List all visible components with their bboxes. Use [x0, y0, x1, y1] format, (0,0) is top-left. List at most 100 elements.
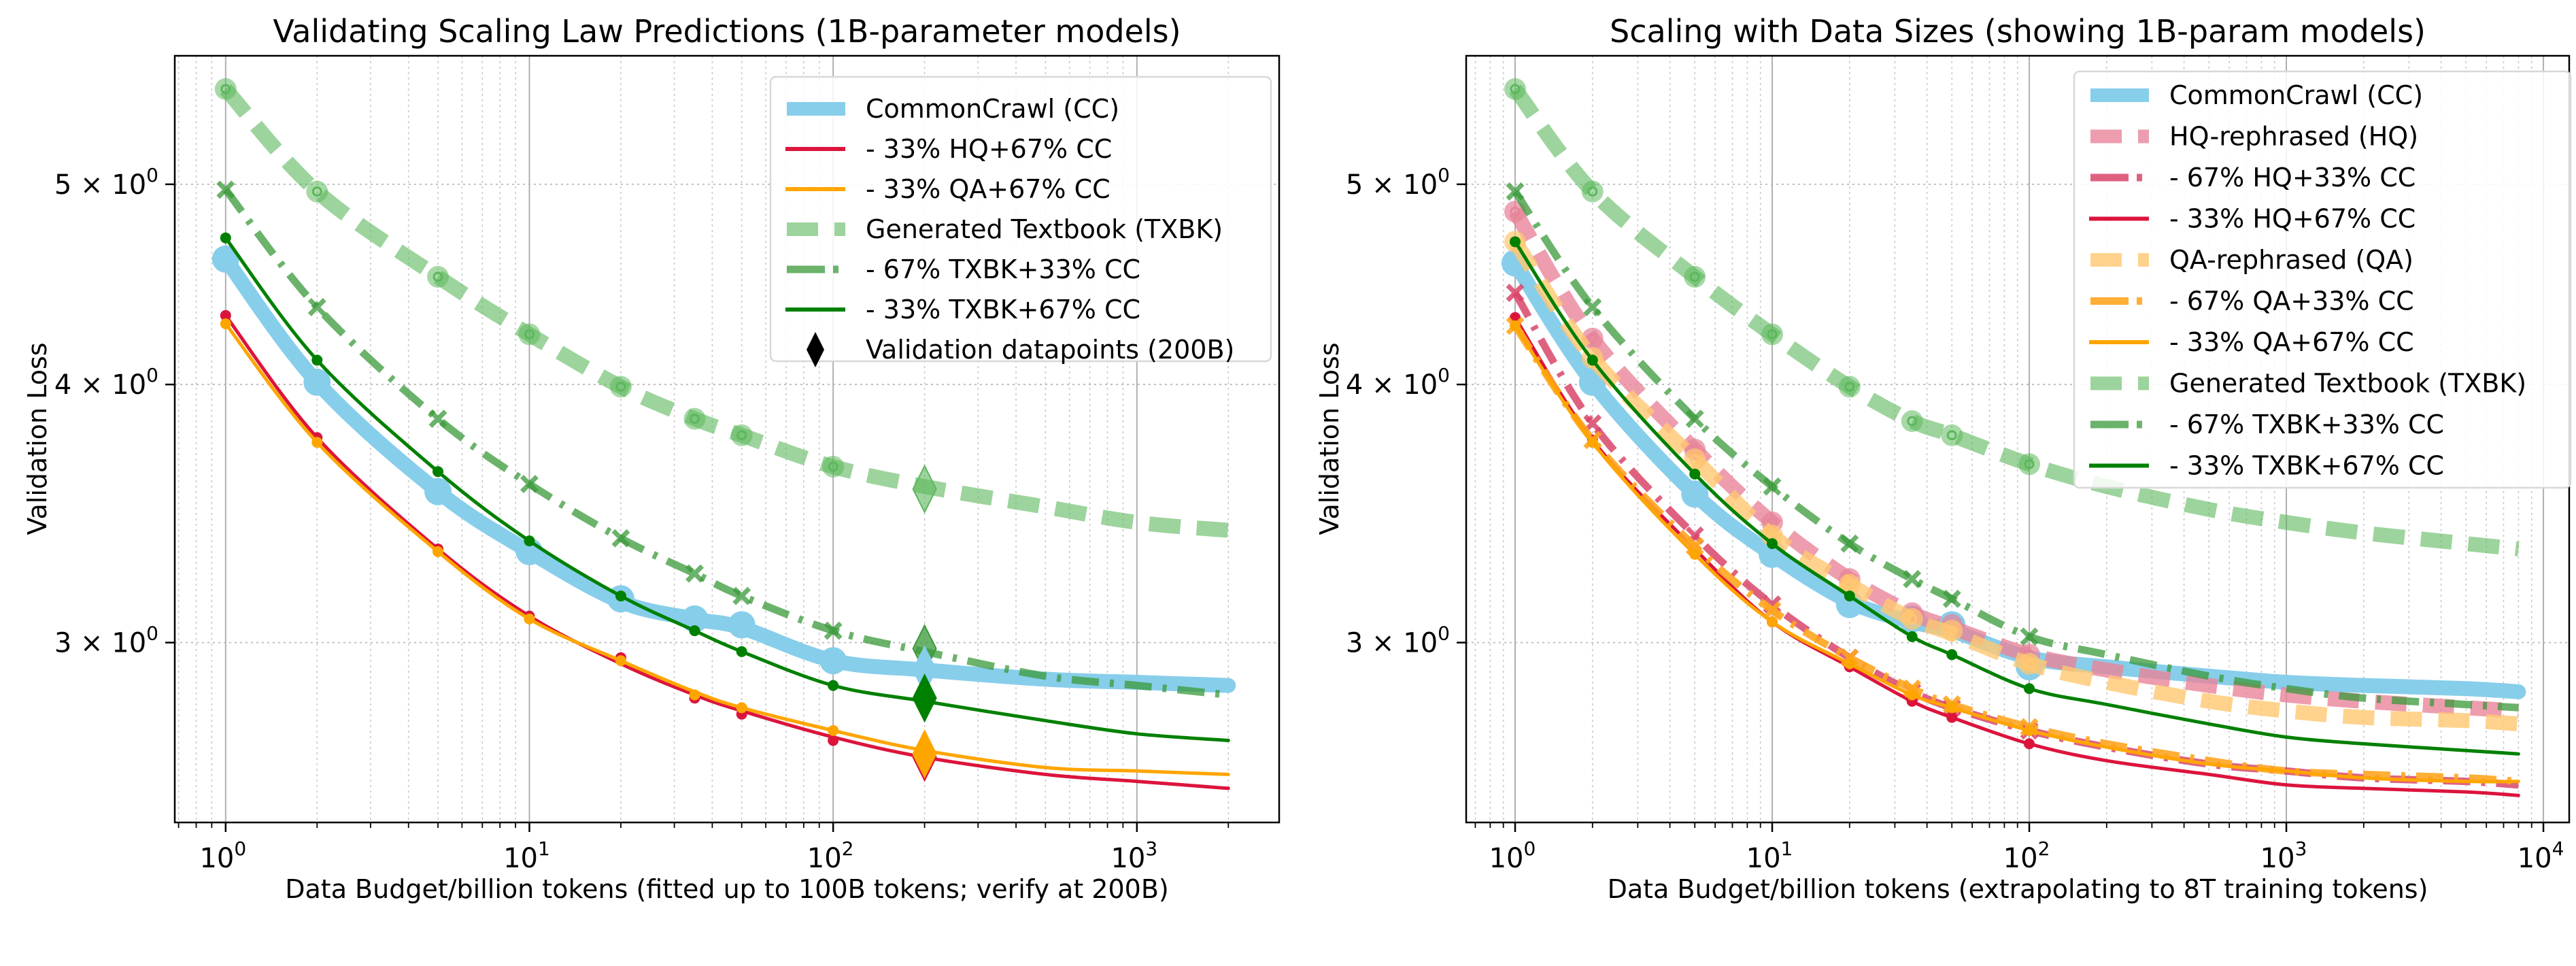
y-tick-label: 3 × 100: [54, 622, 158, 659]
x-tick-exponent: 2: [2038, 837, 2050, 860]
x-tick-base: 10: [807, 843, 842, 874]
x-tick-base: 10: [2518, 843, 2552, 874]
legend-label: Generated Textbook (TXBK): [866, 214, 1223, 244]
txbk33-data-point: [1509, 236, 1521, 248]
x-tick-exponent: 4: [2552, 837, 2564, 860]
right-chart-ylabel: Validation Loss: [1315, 342, 1344, 535]
series-txbk33: [220, 232, 1230, 742]
x-tick-label: 100: [199, 837, 246, 874]
series-hq33: [220, 310, 1230, 790]
right-chart-xlabel: Data Budget/billion tokens (extrapolatin…: [1608, 874, 2428, 904]
x-tick-label: 101: [1746, 837, 1793, 874]
x-tick-label: 100: [1489, 837, 1536, 874]
txbk-data-point-center: [615, 381, 626, 392]
left-chart-plot: [211, 78, 1236, 790]
txbk33-data-point: [1587, 354, 1598, 366]
legend-label: HQ-rephrased (HQ): [2169, 122, 2418, 152]
hq67-data-point: [1506, 284, 1525, 303]
qa33-data-point: [1906, 689, 1918, 701]
legend-label: Generated Textbook (TXBK): [2169, 369, 2526, 399]
y-tick-exponent: 0: [1438, 164, 1450, 186]
txbk67-data-point: [1942, 589, 1961, 608]
x-tick-base: 10: [2003, 843, 2038, 874]
txbk33-data-point: [689, 625, 700, 637]
y-tick-exponent: 0: [146, 622, 158, 645]
txbk-data-point-center: [1946, 430, 1957, 441]
txbk33-data-point: [1906, 631, 1918, 642]
y-tick-exponent: 0: [1438, 622, 1450, 645]
txbk67-data-point: [1583, 298, 1602, 317]
legend-label: - 67% TXBK+33% CC: [2169, 410, 2444, 439]
y-tick-label: 4 × 100: [54, 364, 158, 401]
qa33-data-point: [1844, 658, 1855, 669]
qa-data-point-center: [1907, 614, 1918, 624]
qa33-fit-line: [1513, 324, 2520, 784]
left-legend-box: [769, 76, 1272, 363]
hq33-data-point: [2024, 738, 2035, 750]
legend-item: - 33% HQ+67% CC: [785, 134, 1112, 164]
txbk-data-point: [1761, 323, 1784, 346]
qa33-fit-line: [224, 322, 1230, 776]
series-qa: [1504, 231, 2520, 732]
legend-label: - 33% HQ+67% CC: [866, 134, 1112, 164]
qa67-fit-line: [1512, 323, 2519, 786]
legend-item: Generated Textbook (TXBK): [2090, 369, 2526, 399]
txbk-data-point-center: [524, 329, 535, 339]
txbk-data-point: [306, 180, 328, 203]
y-tick-label: 4 × 100: [1346, 364, 1450, 401]
txbk-data-point: [518, 323, 541, 346]
x-tick-exponent: 3: [2295, 837, 2307, 860]
txbk33-data-point: [1844, 590, 1855, 602]
legend-item: Validation datapoints (200B): [807, 332, 1234, 367]
qa33-data-point: [1946, 702, 1958, 714]
x-tick-base: 10: [503, 843, 538, 874]
qa-data-point-center: [2024, 659, 2035, 669]
txbk-data-point: [609, 376, 632, 398]
txbk-data-point: [214, 78, 237, 100]
qa-data-point-center: [1844, 579, 1855, 590]
y-tick-label: 5 × 100: [1346, 164, 1450, 201]
txbk33-data-point: [1946, 649, 1958, 661]
right-chart-legend: CommonCrawl (CC) HQ-rephrased (HQ) - 67% H…: [2073, 70, 2572, 489]
x-tick-exponent: 0: [234, 837, 246, 860]
legend-item: QA-rephrased (QA): [2090, 245, 2413, 275]
right-chart-panel: Scaling with Data Sizes (showing 1B-para…: [1315, 13, 2572, 904]
validation-diamond-txbk33: [912, 673, 937, 723]
txbk67-data-point: [824, 621, 843, 640]
txbk67-data-point: [216, 180, 235, 199]
cc-data-point: [819, 647, 847, 675]
txbk33-data-point: [1767, 538, 1778, 550]
legend-label: - 33% QA+67% CC: [2169, 327, 2414, 357]
cc-data-point: [303, 368, 331, 396]
legend-item: CommonCrawl (CC): [2090, 80, 2423, 110]
hq33-data-point: [828, 735, 839, 746]
legend-label: - 67% QA+33% CC: [2169, 286, 2414, 316]
qa33-data-point: [736, 702, 747, 714]
qa33-data-point: [689, 689, 700, 701]
txbk-data-point: [2018, 453, 2041, 476]
x-tick-base: 10: [2260, 843, 2295, 874]
left-chart-title: Validating Scaling Law Predictions (1B-p…: [273, 13, 1181, 50]
legend-item: - 67% HQ+33% CC: [2090, 163, 2416, 193]
legend-label: - 33% HQ+67% CC: [2169, 204, 2416, 234]
txbk-fit-line: [1509, 84, 2520, 556]
x-tick-label: 102: [807, 837, 854, 874]
txbk-data-point-center: [433, 271, 443, 282]
txbk-data-point-center: [1510, 84, 1521, 95]
series-txbk67: [216, 180, 1229, 699]
x-tick-exponent: 0: [1524, 837, 1536, 860]
txbk-data-point-center: [1767, 329, 1778, 339]
qa-data-point: [1901, 607, 1923, 630]
legend-item: - 33% QA+67% CC: [2089, 327, 2414, 357]
series-qa33: [220, 318, 1230, 776]
txbk-data-point-center: [2024, 459, 2035, 469]
x-tick-base: 10: [1111, 843, 1145, 874]
qa-data-point: [1684, 448, 1706, 471]
qa67-data-point: [1763, 601, 1782, 620]
series-txbk: [1504, 78, 2520, 556]
txbk-data-point-center: [736, 430, 747, 441]
txbk-data-point: [1581, 180, 1604, 203]
